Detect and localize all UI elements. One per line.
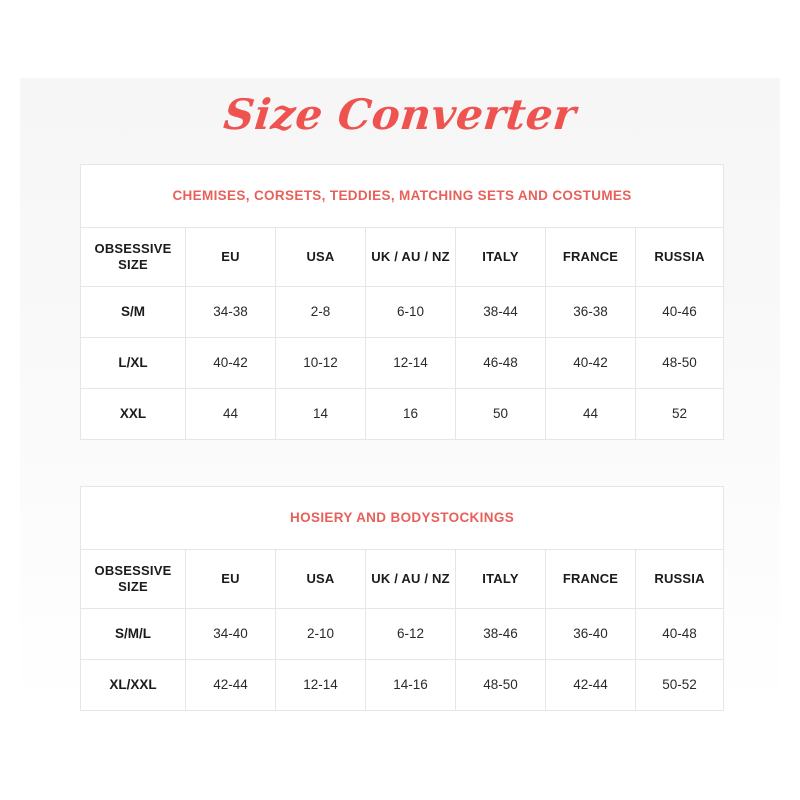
cell-italy: 50	[455, 388, 546, 440]
cell-italy: 48-50	[455, 659, 546, 711]
column-header-row: OBSESSIVE SIZE EU USA UK / AU / NZ ITALY…	[80, 227, 725, 287]
cell-russia: 40-48	[634, 608, 725, 660]
cell-france: 36-40	[545, 608, 636, 660]
cell-france: 40-42	[545, 337, 636, 389]
cell-eu: 40-42	[185, 337, 276, 389]
column-header-italy: ITALY	[455, 227, 546, 287]
table-row: XL/XXL 42-44 12-14 14-16 48-50 42-44 50-…	[80, 659, 725, 711]
cell-eu: 42-44	[185, 659, 276, 711]
column-header-russia: RUSSIA	[634, 549, 725, 609]
cell-russia: 50-52	[634, 659, 725, 711]
cell-size: L/XL	[80, 337, 186, 389]
page-title: Size Converter	[221, 90, 579, 139]
table-row: XXL 44 14 16 50 44 52	[80, 388, 725, 440]
cell-france: 44	[545, 388, 636, 440]
column-header-obsessive-size: OBSESSIVE SIZE	[80, 549, 186, 609]
cell-italy: 38-44	[455, 286, 546, 338]
column-header-france: FRANCE	[545, 549, 636, 609]
cell-usa: 12-14	[275, 659, 366, 711]
section-title-row: CHEMISES, CORSETS, TEDDIES, MATCHING SET…	[79, 164, 725, 228]
column-header-row: OBSESSIVE SIZE EU USA UK / AU / NZ ITALY…	[80, 549, 725, 609]
cell-usa: 2-8	[275, 286, 366, 338]
cell-eu: 44	[185, 388, 276, 440]
column-header-uk-au-nz: UK / AU / NZ	[365, 549, 456, 609]
cell-eu: 34-38	[185, 286, 276, 338]
cell-france: 42-44	[545, 659, 636, 711]
cell-size: XL/XXL	[80, 659, 186, 711]
section-title-row: HOSIERY AND BODYSTOCKINGS	[79, 486, 725, 550]
cell-uk: 12-14	[365, 337, 456, 389]
size-table-hosiery: HOSIERY AND BODYSTOCKINGS OBSESSIVE SIZE…	[79, 486, 725, 711]
size-table-chemises: CHEMISES, CORSETS, TEDDIES, MATCHING SET…	[79, 164, 725, 440]
cell-italy: 38-46	[455, 608, 546, 660]
cell-size: XXL	[80, 388, 186, 440]
cell-usa: 14	[275, 388, 366, 440]
table-row: S/M 34-38 2-8 6-10 38-44 36-38 40-46	[80, 286, 725, 338]
column-header-uk-au-nz: UK / AU / NZ	[365, 227, 456, 287]
cell-uk: 6-12	[365, 608, 456, 660]
cell-russia: 40-46	[634, 286, 725, 338]
cell-uk: 16	[365, 388, 456, 440]
column-header-usa: USA	[275, 549, 366, 609]
cell-uk: 14-16	[365, 659, 456, 711]
cell-eu: 34-40	[185, 608, 276, 660]
column-header-usa: USA	[275, 227, 366, 287]
column-header-italy: ITALY	[455, 549, 546, 609]
cell-usa: 10-12	[275, 337, 366, 389]
cell-usa: 2-10	[275, 608, 366, 660]
section-title-hosiery: HOSIERY AND BODYSTOCKINGS	[79, 486, 725, 550]
column-header-eu: EU	[185, 227, 276, 287]
cell-uk: 6-10	[365, 286, 456, 338]
cell-size: S/M/L	[80, 608, 186, 660]
cell-italy: 46-48	[455, 337, 546, 389]
table-row: L/XL 40-42 10-12 12-14 46-48 40-42 48-50	[80, 337, 725, 389]
table-row: S/M/L 34-40 2-10 6-12 38-46 36-40 40-48	[80, 608, 725, 660]
cell-russia: 52	[634, 388, 725, 440]
column-header-russia: RUSSIA	[634, 227, 725, 287]
column-header-france: FRANCE	[545, 227, 636, 287]
cell-france: 36-38	[545, 286, 636, 338]
cell-russia: 48-50	[634, 337, 725, 389]
column-header-eu: EU	[185, 549, 276, 609]
section-title-chemises: CHEMISES, CORSETS, TEDDIES, MATCHING SET…	[79, 164, 725, 228]
cell-size: S/M	[80, 286, 186, 338]
column-header-obsessive-size: OBSESSIVE SIZE	[80, 227, 186, 287]
